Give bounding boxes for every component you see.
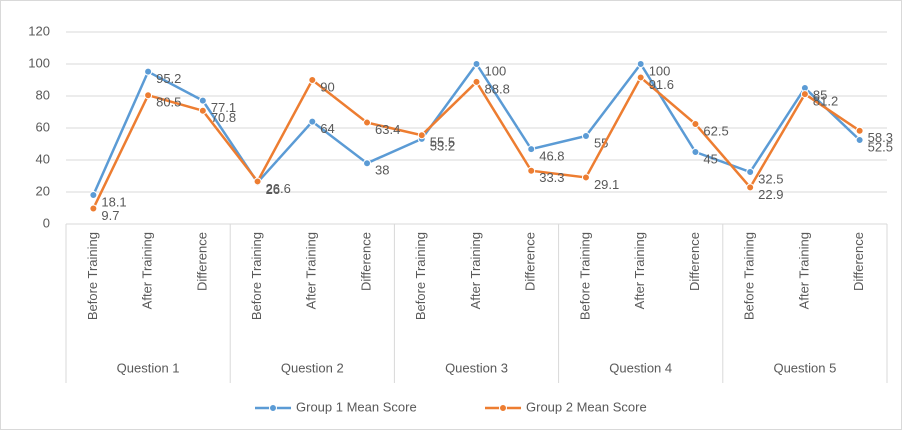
data-label: 88.8 xyxy=(485,81,510,96)
x-tick-label: Before Training xyxy=(742,232,757,320)
data-label: 62.5 xyxy=(703,123,728,138)
x-tick-label: Difference xyxy=(358,232,373,291)
point-marker xyxy=(746,183,755,192)
x-tick-label: After Training xyxy=(140,232,155,309)
data-label: 58.3 xyxy=(868,130,893,145)
legend-marker xyxy=(499,404,507,412)
point-marker xyxy=(363,118,372,127)
point-marker xyxy=(144,67,153,76)
y-tick-label: 40 xyxy=(36,151,50,166)
y-tick-label: 80 xyxy=(36,87,50,102)
point-marker xyxy=(198,96,207,105)
data-label: 100 xyxy=(485,63,507,78)
point-marker xyxy=(308,76,317,84)
legend-marker xyxy=(269,404,277,412)
point-marker xyxy=(636,73,645,82)
y-tick-label: 60 xyxy=(36,119,50,134)
x-tick-label: Before Training xyxy=(85,232,100,320)
point-marker xyxy=(363,159,372,168)
data-label: 33.3 xyxy=(539,170,564,185)
data-label: 22.9 xyxy=(758,187,783,202)
data-label: 81.2 xyxy=(813,94,838,109)
data-label: 100 xyxy=(649,63,671,78)
point-marker xyxy=(144,91,153,100)
data-label: 29.1 xyxy=(594,177,619,192)
data-label: 26 xyxy=(266,182,280,197)
data-label: 52.5 xyxy=(868,139,893,154)
data-label: 80.5 xyxy=(156,95,181,110)
x-tick-label: Before Training xyxy=(577,232,592,320)
point-marker xyxy=(417,131,426,140)
data-label: 90 xyxy=(320,79,334,94)
data-label: 53.2 xyxy=(430,138,455,153)
data-label: 63.4 xyxy=(375,122,400,137)
y-tick-label: 120 xyxy=(28,23,50,38)
x-tick-label: Difference xyxy=(194,232,209,291)
point-marker xyxy=(198,106,207,115)
data-label: 55 xyxy=(594,135,608,150)
x-tick-label: After Training xyxy=(468,232,483,309)
point-marker xyxy=(527,166,536,175)
data-label: 38 xyxy=(375,163,389,178)
point-marker xyxy=(581,173,590,182)
x-tick-label: After Training xyxy=(632,232,647,309)
group-label: Question 2 xyxy=(281,360,344,375)
point-marker xyxy=(636,60,645,68)
y-tick-label: 20 xyxy=(36,183,50,198)
point-marker xyxy=(472,60,481,68)
group-label: Question 3 xyxy=(445,360,508,375)
x-tick-label: After Training xyxy=(304,232,319,309)
data-label: 46.8 xyxy=(539,149,564,164)
y-tick-label: 0 xyxy=(43,215,50,230)
data-label: 77.1 xyxy=(211,100,236,115)
data-label: 26.6 xyxy=(266,181,291,196)
point-marker xyxy=(89,204,98,213)
point-marker xyxy=(472,77,481,86)
point-marker xyxy=(746,168,755,176)
point-marker xyxy=(691,148,700,156)
point-marker xyxy=(855,136,864,144)
point-marker xyxy=(800,90,809,99)
x-tick-label: After Training xyxy=(796,232,811,309)
x-tick-label: Before Training xyxy=(249,232,264,320)
data-label: 64 xyxy=(320,121,334,136)
y-tick-label: 100 xyxy=(28,55,50,70)
group-label: Question 5 xyxy=(773,360,836,375)
point-marker xyxy=(855,126,864,135)
point-marker xyxy=(527,145,536,154)
data-label: 95.2 xyxy=(156,71,181,86)
data-label: 85 xyxy=(813,87,827,102)
data-label: 32.5 xyxy=(758,171,783,186)
point-marker xyxy=(691,120,700,128)
x-tick-label: Before Training xyxy=(413,232,428,320)
point-marker xyxy=(89,191,98,200)
data-label: 91.6 xyxy=(649,77,674,92)
group-label: Question 4 xyxy=(609,360,672,375)
data-label: 70.8 xyxy=(211,110,236,125)
data-label: 9.7 xyxy=(101,208,119,223)
group-label: Question 1 xyxy=(117,360,180,375)
data-label: 55.5 xyxy=(430,135,455,150)
legend-label: Group 1 Mean Score xyxy=(296,399,417,414)
point-marker xyxy=(253,177,262,186)
point-marker xyxy=(581,132,590,140)
x-tick-label: Difference xyxy=(687,232,702,291)
data-label: 18.1 xyxy=(101,194,126,209)
x-tick-label: Difference xyxy=(523,232,538,291)
legend-label: Group 2 Mean Score xyxy=(526,399,647,414)
point-marker xyxy=(308,117,317,126)
data-label: 45 xyxy=(703,151,717,166)
x-tick-label: Difference xyxy=(851,232,866,291)
